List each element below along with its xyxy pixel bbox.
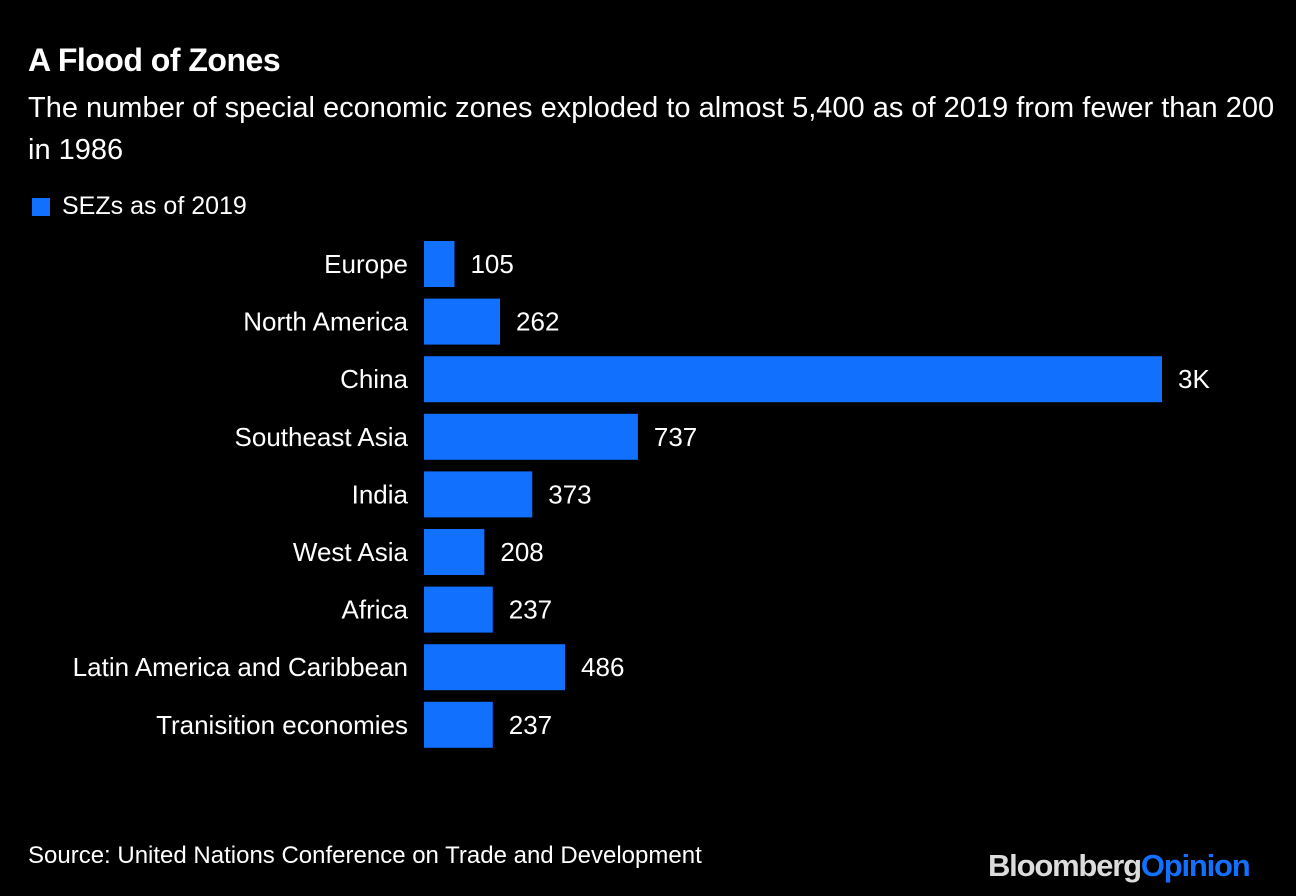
bar [424,241,455,287]
category-label: China [340,364,408,394]
bar [424,586,493,633]
legend-label: SEZs as of 2019 [62,192,247,220]
data-label: 3K [1178,364,1210,394]
bloomberg-opinion-logo: BloombergOpinion [988,848,1251,883]
source-note: Source: United Nations Conference on Tra… [28,842,702,869]
bar [424,298,501,345]
data-label: 208 [500,537,543,567]
legend: SEZs as of 2019 [32,192,247,221]
chart-subtitle: The number of special economic zones exp… [28,92,1275,166]
bar [424,413,638,460]
category-label: Tranisition economies [156,710,408,740]
bar [424,356,1162,403]
data-label: 262 [516,307,559,337]
category-label: Southeast Asia [235,422,409,452]
category-label: Europe [324,249,408,279]
data-label: 373 [548,479,591,509]
data-label: 486 [581,652,624,682]
data-label: 737 [654,422,697,452]
data-label: 105 [470,249,513,279]
data-label: 237 [509,710,552,740]
category-label: Latin America and Caribbean [73,652,408,682]
chart-title: A Flood of Zones [28,42,281,78]
bar [424,471,533,518]
category-label: West Asia [293,537,409,567]
category-label: North America [243,307,408,337]
legend-swatch [32,197,50,216]
data-label: 237 [509,595,552,625]
bar [424,701,493,748]
bar [424,529,485,575]
category-label: Africa [342,595,409,625]
bar [424,644,566,691]
category-label: India [352,479,409,509]
